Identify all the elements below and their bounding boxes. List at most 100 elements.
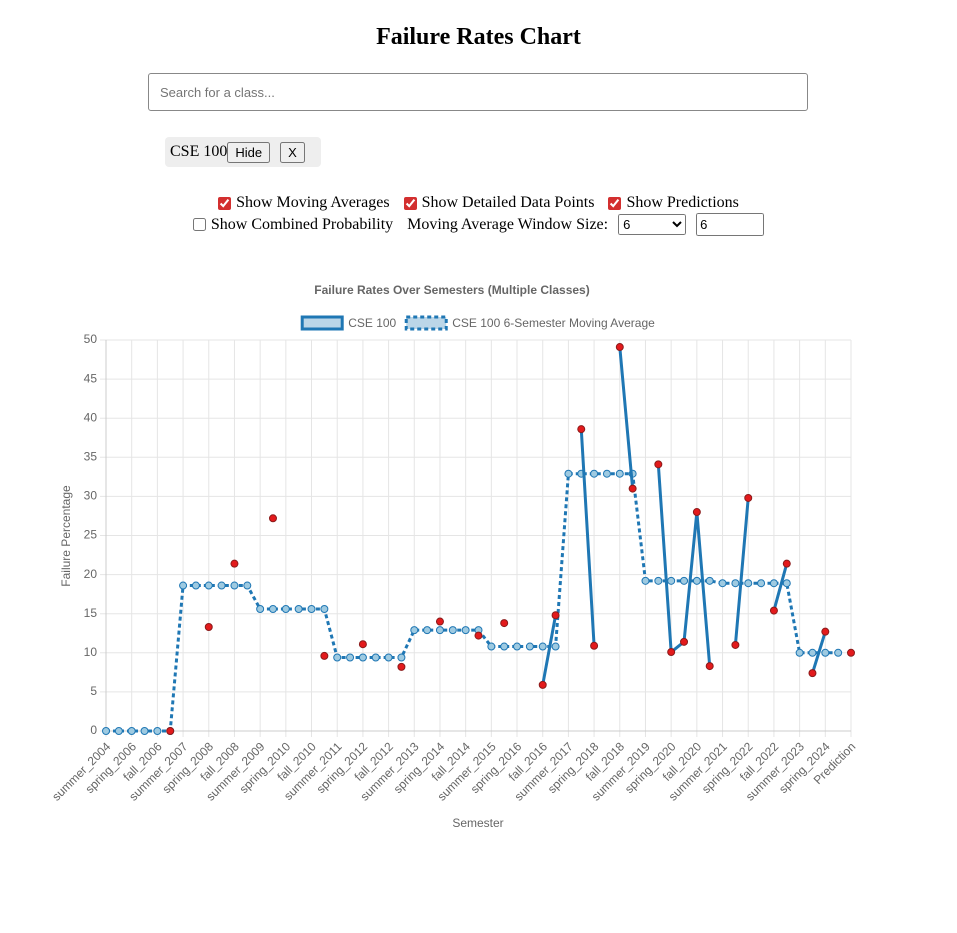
data-point xyxy=(140,727,149,735)
data-point xyxy=(268,514,277,523)
y-tick-label: 10 xyxy=(84,645,98,659)
legend-label: CSE 100 6-Semester Moving Average xyxy=(452,316,655,330)
data-point xyxy=(551,642,560,651)
data-point xyxy=(667,648,676,657)
data-point xyxy=(692,508,701,517)
data-point xyxy=(538,642,547,651)
y-tick-label: 50 xyxy=(84,332,98,346)
data-point xyxy=(230,581,239,590)
data-point xyxy=(615,343,624,352)
legend-swatch xyxy=(300,315,344,331)
options-row: Show Combined Probability Moving Average… xyxy=(0,213,957,236)
y-tick-label: 5 xyxy=(90,684,97,698)
data-point xyxy=(513,642,522,651)
hide-button[interactable]: Hide xyxy=(227,141,271,163)
data-point xyxy=(731,579,740,588)
checkbox[interactable] xyxy=(218,196,232,210)
data-point xyxy=(795,648,804,657)
data-point xyxy=(834,648,843,657)
data-point xyxy=(538,680,547,689)
option-label: Show Predictions xyxy=(626,194,739,211)
data-point xyxy=(628,469,637,478)
x-axis-label: Semester xyxy=(452,816,503,830)
data-point xyxy=(590,641,599,650)
data-point xyxy=(435,626,444,635)
data-point xyxy=(281,605,290,614)
data-point xyxy=(641,576,650,585)
window-size-input[interactable] xyxy=(696,213,765,236)
legend-swatch xyxy=(404,315,448,331)
series-line xyxy=(106,472,839,733)
data-point xyxy=(718,579,727,588)
data-point xyxy=(307,605,316,614)
remove-button[interactable]: X xyxy=(280,141,305,163)
search-input[interactable] xyxy=(148,73,808,111)
data-point xyxy=(577,469,586,478)
y-tick-label: 20 xyxy=(84,567,98,581)
checkbox[interactable] xyxy=(608,196,622,210)
data-point xyxy=(204,581,213,590)
legend-label: CSE 100 xyxy=(348,316,396,330)
checkbox[interactable] xyxy=(192,218,206,231)
data-point xyxy=(577,425,586,434)
window-size-select[interactable]: 6 xyxy=(618,214,687,235)
data-point xyxy=(757,579,766,588)
data-point xyxy=(243,581,252,590)
data-point xyxy=(410,626,419,635)
chart-title: Failure Rates Over Semesters (Multiple C… xyxy=(314,283,589,297)
data-point xyxy=(654,460,663,469)
option-label: Show Detailed Data Points xyxy=(421,194,595,211)
data-point xyxy=(525,642,534,651)
data-point xyxy=(564,469,573,478)
data-point xyxy=(435,617,444,626)
y-tick-label: 45 xyxy=(84,371,98,385)
data-point xyxy=(769,579,778,588)
data-point xyxy=(680,637,689,646)
data-point xyxy=(680,576,689,585)
option[interactable]: Show Combined Probability xyxy=(192,215,394,234)
option-label: Show Combined Probability xyxy=(210,215,394,233)
data-point xyxy=(808,669,817,678)
option[interactable]: Show Predictions xyxy=(608,194,739,212)
data-point xyxy=(590,469,599,478)
data-point xyxy=(153,727,162,735)
class-name: CSE 100 xyxy=(170,143,228,160)
data-point xyxy=(114,727,123,735)
data-point xyxy=(551,611,560,620)
data-point xyxy=(847,648,855,657)
window-size-label: Moving Average Window Size: xyxy=(407,215,609,233)
y-tick-label: 0 xyxy=(90,723,97,737)
y-tick-label: 40 xyxy=(84,410,98,424)
data-point xyxy=(500,642,509,651)
data-point xyxy=(448,626,457,635)
page-title: Failure Rates Chart xyxy=(376,24,581,50)
data-point xyxy=(821,627,830,636)
data-point xyxy=(731,640,740,649)
data-point xyxy=(256,605,265,614)
data-point xyxy=(461,626,470,635)
data-point xyxy=(397,653,406,662)
data-point xyxy=(358,653,367,662)
data-point xyxy=(705,662,714,671)
data-point xyxy=(294,605,303,614)
data-point xyxy=(615,469,624,478)
data-point xyxy=(744,493,753,502)
data-point xyxy=(474,631,483,640)
y-axis-label: Failure Percentage xyxy=(59,485,73,587)
options-row: Show Moving Averages Show Detailed Data … xyxy=(0,194,957,212)
data-point xyxy=(782,579,791,588)
data-point xyxy=(191,581,200,590)
data-point xyxy=(705,576,714,585)
data-point xyxy=(744,579,753,588)
data-point xyxy=(397,662,406,671)
checkbox[interactable] xyxy=(403,196,417,210)
data-point xyxy=(654,576,663,585)
data-point xyxy=(204,622,213,631)
data-point xyxy=(782,559,791,568)
option[interactable]: Show Detailed Data Points xyxy=(403,194,595,212)
data-point xyxy=(692,576,701,585)
data-point xyxy=(102,727,110,735)
data-point xyxy=(320,651,329,660)
option[interactable]: Show Moving Averages xyxy=(218,194,390,212)
